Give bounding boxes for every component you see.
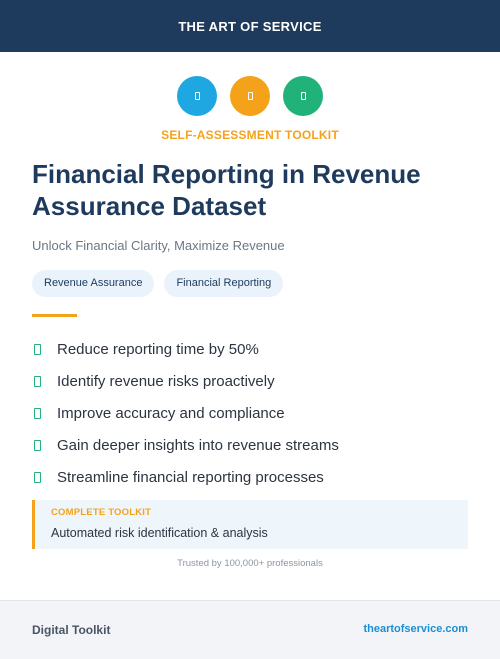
footer: Digital Toolkit theartofservice.com: [0, 600, 500, 659]
list-item: Identify revenue risks proactively: [32, 365, 339, 397]
list-item: Reduce reporting time by 50%: [32, 333, 339, 365]
check-icon: [34, 407, 41, 419]
footer-label: Digital Toolkit: [32, 623, 111, 637]
trusted-note: Trusted by 100,000+ professionals: [177, 558, 323, 569]
callout-label: COMPLETE TOOLKIT: [51, 507, 152, 518]
toolkit-callout: COMPLETE TOOLKIT Automated risk identifi…: [32, 500, 468, 549]
subtitle: Unlock Financial Clarity, Maximize Reven…: [32, 238, 285, 253]
brand-name: THE ART OF SERVICE: [178, 18, 322, 34]
tag-list: Revenue Assurance Financial Reporting: [32, 270, 284, 297]
document-icon: [300, 92, 306, 100]
check-icon: [34, 471, 41, 483]
list-item: Gain deeper insights into revenue stream…: [32, 429, 339, 461]
icon-row: [0, 76, 500, 116]
benefit-list: Reduce reporting time by 50% Identify re…: [32, 333, 339, 493]
kicker-label: SELF-ASSESSMENT TOOLKIT: [161, 128, 339, 142]
tag-financial-reporting: Financial Reporting: [164, 270, 284, 297]
page-title: Financial Reporting in Revenue Assurance…: [32, 159, 421, 221]
top-banner: THE ART OF SERVICE: [0, 0, 500, 52]
benefit-text: Gain deeper insights into revenue stream…: [57, 436, 339, 454]
check-icon: [34, 343, 41, 355]
document-icon-orange: [230, 76, 270, 116]
document-icon: [247, 92, 253, 100]
list-item: Improve accuracy and compliance: [32, 397, 339, 429]
check-icon: [34, 375, 41, 387]
document-icon: [194, 92, 200, 100]
document-icon-blue: [177, 76, 217, 116]
benefit-text: Streamline financial reporting processes: [57, 468, 324, 486]
website-link[interactable]: theartofservice.com: [363, 623, 468, 635]
tag-revenue-assurance: Revenue Assurance: [32, 270, 155, 297]
document-icon-green: [283, 76, 323, 116]
callout-text: Automated risk identification & analysis: [51, 526, 268, 540]
accent-divider: [32, 314, 77, 317]
benefit-text: Identify revenue risks proactively: [57, 372, 275, 390]
benefit-text: Improve accuracy and compliance: [57, 404, 285, 422]
check-icon: [34, 439, 41, 451]
benefit-text: Reduce reporting time by 50%: [57, 340, 259, 358]
list-item: Streamline financial reporting processes: [32, 461, 339, 493]
